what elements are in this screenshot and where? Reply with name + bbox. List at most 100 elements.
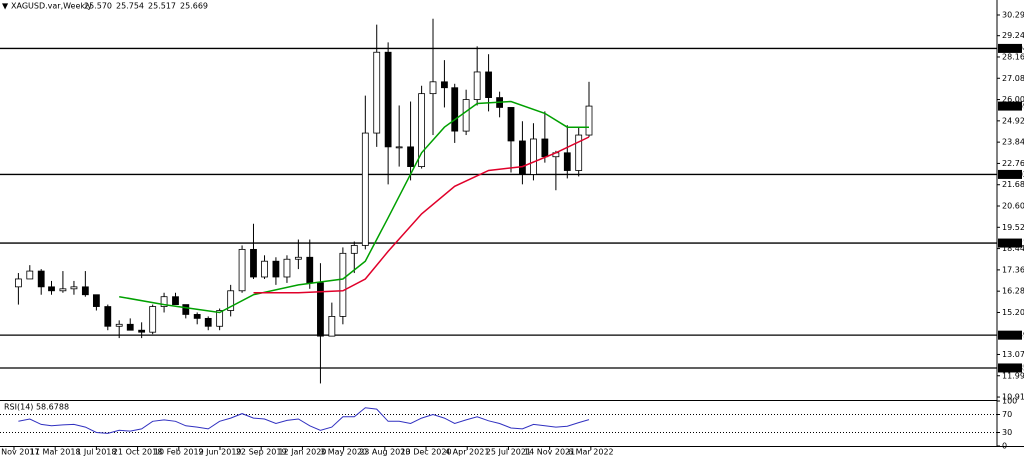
rsi-tick-label: 100 — [1002, 397, 1017, 406]
candle-body — [441, 81, 448, 89]
level-box — [998, 43, 1022, 53]
quote-value: 25.517 — [148, 2, 176, 11]
last-price-box — [998, 101, 1022, 111]
y-tick-label: 30.290 — [1002, 10, 1024, 19]
x-tick-label: 2 Jun 2019 — [198, 448, 241, 457]
candle-body — [585, 105, 593, 136]
candle-body — [563, 152, 571, 171]
candle-body — [160, 296, 168, 307]
y-tick-label: 22.760 — [1002, 159, 1024, 168]
rsi-tick-label: 70 — [1002, 410, 1012, 419]
candle-body — [238, 248, 246, 292]
y-tick-label: 16.280 — [1002, 287, 1024, 296]
y-tick-label: 28.160 — [1002, 52, 1024, 61]
candle-body — [507, 107, 515, 142]
moving-average — [253, 136, 590, 294]
level-box — [998, 330, 1022, 340]
x-tick-label: 1 Jul 2018 — [76, 448, 116, 457]
quote-value: 25.754 — [116, 2, 144, 11]
x-tick-label: 11 Mar 2018 — [30, 448, 81, 457]
y-tick-label: 27.080 — [1002, 74, 1024, 83]
candle-body — [193, 314, 201, 319]
candle-body — [530, 138, 537, 175]
x-tick-label: 3 May 2020 — [320, 448, 367, 457]
candle-body — [81, 286, 89, 296]
level-label: 12.385 — [1000, 363, 1024, 372]
rsi-tick-label: 30 — [1002, 428, 1012, 437]
candle-body — [306, 256, 314, 284]
candle-body — [473, 71, 481, 100]
candle-body — [407, 146, 414, 167]
candle-body — [541, 138, 549, 158]
chart-title: XAGUSD.var,Weekly — [11, 2, 92, 11]
candle-body — [250, 248, 257, 278]
candle-body — [294, 256, 302, 260]
candle-body — [429, 81, 437, 95]
candle-body — [126, 323, 134, 331]
y-tick-label: 20.600 — [1002, 202, 1024, 211]
candle-body — [48, 286, 55, 292]
header-marker: ▼ — [2, 2, 9, 11]
candle-body — [26, 270, 34, 280]
candle-body — [104, 306, 112, 327]
candle-body — [418, 93, 426, 167]
candle-body — [283, 258, 291, 278]
rsi-line — [18, 407, 590, 434]
level-label: 18.721 — [1000, 239, 1024, 248]
x-tick-label: 6 Mar 2022 — [568, 448, 614, 457]
y-tick-label: 18.440 — [1002, 244, 1024, 253]
candle-body — [204, 317, 212, 327]
y-tick-label: 17.360 — [1002, 265, 1024, 274]
candle-body — [37, 270, 45, 288]
rsi-label: RSI(14) 58.6788 — [4, 403, 69, 412]
candle-body — [485, 71, 492, 98]
candle-body — [384, 51, 392, 148]
candle-body — [272, 260, 280, 278]
x-tick-label: 4 Apr 2021 — [445, 448, 489, 457]
candle-body — [462, 99, 470, 132]
level-box — [998, 363, 1022, 373]
candle-body — [519, 140, 526, 175]
candle-body — [182, 304, 190, 315]
candle-body — [138, 329, 146, 333]
candle-body — [361, 132, 369, 246]
candle-body — [451, 87, 459, 132]
quote-value: 25.669 — [180, 2, 208, 11]
rsi-tick-label: 0 — [1002, 442, 1007, 451]
candle-body — [14, 278, 22, 288]
candle-body — [216, 310, 224, 327]
y-tick-label: 15.200 — [1002, 308, 1024, 317]
y-tick-label: 10.910 — [1002, 393, 1024, 402]
x-tick-label: 25 Jul 2021 — [486, 448, 531, 457]
x-tick-label: 19 Nov 2017 — [0, 448, 40, 457]
candle-body — [59, 288, 67, 292]
y-tick-label: 23.840 — [1002, 138, 1024, 147]
candle-body — [395, 146, 403, 149]
candle-body — [227, 290, 235, 311]
candle-body — [328, 316, 336, 337]
x-tick-label: 22 Sep 2019 — [236, 448, 287, 457]
x-tick-label: 14 Nov 2021 — [524, 448, 575, 457]
candle-body — [92, 294, 100, 307]
y-tick-label: 13.070 — [1002, 350, 1024, 359]
candle-body — [115, 323, 123, 327]
y-tick-label: 29.240 — [1002, 31, 1024, 40]
candle-body — [261, 260, 268, 278]
candle-body — [149, 306, 157, 333]
y-tick-label: 26.000 — [1002, 95, 1024, 104]
y-tick-label: 11.990 — [1002, 371, 1024, 380]
y-tick-label: 21.680 — [1002, 180, 1024, 189]
x-tick-label: 10 Feb 2019 — [154, 448, 204, 457]
y-tick-label: 24.920 — [1002, 116, 1024, 125]
candle-body — [339, 252, 347, 317]
candle-body — [317, 282, 324, 337]
level-box — [998, 169, 1022, 179]
candle-body — [172, 296, 179, 305]
candle-body — [373, 51, 381, 134]
level-label: 22.202 — [1000, 170, 1024, 179]
x-tick-label: 13 Dec 2020 — [400, 448, 451, 457]
x-tick-label: 21 Oct 2018 — [113, 448, 162, 457]
